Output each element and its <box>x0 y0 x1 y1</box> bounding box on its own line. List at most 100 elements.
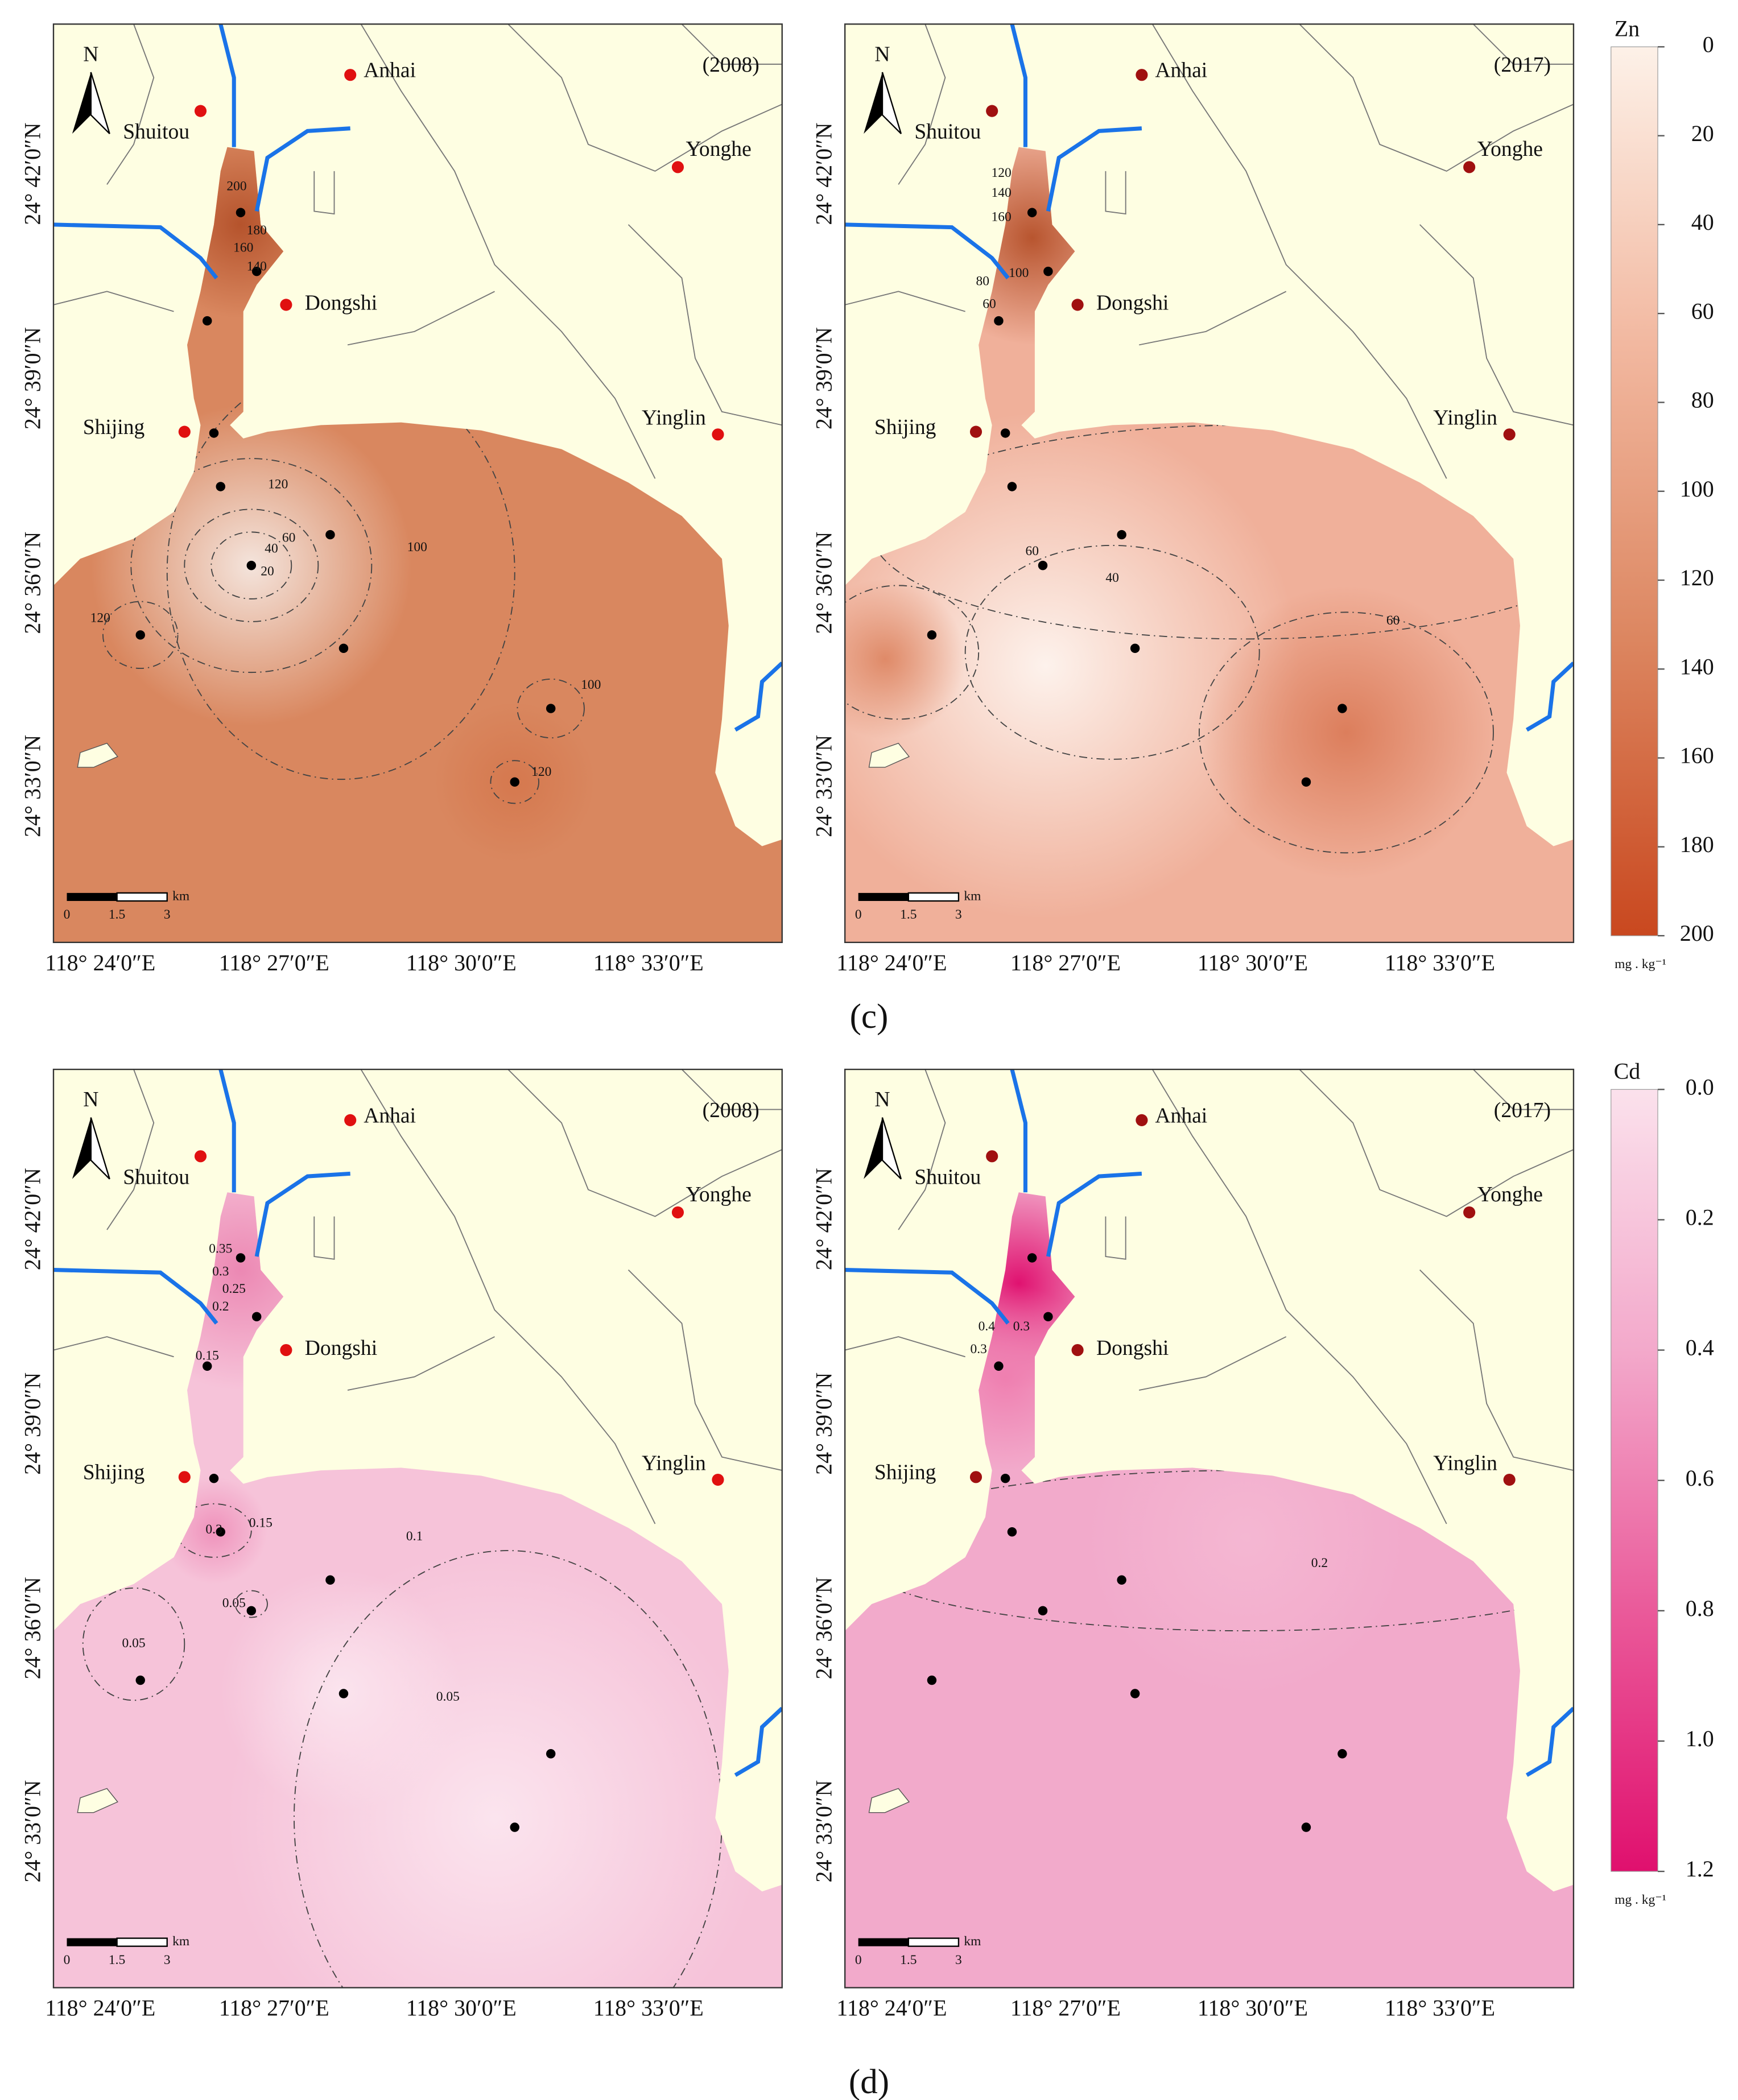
scale-label: 0 <box>855 1953 862 1967</box>
contour-label: 100 <box>1009 266 1029 280</box>
contour-label: 120 <box>90 611 110 626</box>
map: 0.35 0.3 0.25 0.2 0.15 0.3 0.15 0.1 0.05 0.05 0.05… <box>52 1068 783 1989</box>
sample-point <box>246 560 257 571</box>
contour-label: 120 <box>531 764 551 779</box>
boundary <box>507 1069 782 1217</box>
colorbar-tick-label: 0.4 <box>1686 1335 1714 1361</box>
town-marker <box>280 1344 292 1357</box>
sample-point <box>1337 704 1347 713</box>
scale-label: 3 <box>164 1953 171 1967</box>
river <box>218 1069 236 1193</box>
lat-label: 24° 33′0″N <box>19 735 45 837</box>
lat-label: 24° 39′0″N <box>19 327 45 429</box>
lat-label: 24° 42′0″N <box>811 1168 836 1270</box>
boundary <box>845 1336 965 1358</box>
boundary <box>628 224 782 426</box>
boundary <box>1299 24 1574 172</box>
boundary <box>53 291 174 312</box>
colorbar-tick-label: 0 <box>1703 31 1714 57</box>
lat-label: 24° 42′0″N <box>811 123 836 225</box>
boundary <box>1105 171 1126 215</box>
lon-label: 118° 27′0″E <box>1010 950 1121 975</box>
lon-label: 118° 27′0″E <box>219 950 329 975</box>
lon-label: 118° 30′0″E <box>1198 950 1308 975</box>
lat-label: 24° 36′0″N <box>19 532 45 634</box>
river <box>845 222 1010 280</box>
place-name: Anhai <box>364 1104 416 1127</box>
boundary <box>507 24 782 172</box>
scale-label: 1.5 <box>109 1953 125 1967</box>
contour-label: 60 <box>982 296 996 311</box>
contour-label: 80 <box>976 274 990 288</box>
scale-label: 0 <box>855 907 862 922</box>
scale-bar <box>67 892 117 901</box>
town-marker <box>280 299 292 311</box>
sample-point <box>209 428 219 438</box>
river <box>1010 1069 1027 1193</box>
town-marker <box>1136 1114 1148 1126</box>
colorbar <box>1611 46 1658 936</box>
colorbar <box>1611 1089 1658 1872</box>
map: 120 140 160 80 100 60 60 40 60 Anhai Shuitou Yonghe… <box>844 23 1575 943</box>
map-frame <box>52 23 783 943</box>
town-marker <box>1503 1473 1516 1486</box>
boundary <box>898 1069 946 1230</box>
contour-label: 180 <box>247 223 267 238</box>
river <box>53 222 218 280</box>
lon-label: 118° 24′0″E <box>836 950 947 975</box>
place-name: Yinglin <box>642 407 706 430</box>
town-marker <box>712 1473 724 1486</box>
scale-unit: km <box>172 888 189 903</box>
scale-bar <box>858 1938 909 1946</box>
sample-point <box>510 777 519 787</box>
sample-point <box>236 1253 246 1263</box>
scale-bar <box>907 1937 960 1947</box>
town-marker <box>1463 161 1476 173</box>
panel-label: (d) <box>849 2063 889 2100</box>
sample-point <box>1130 1689 1140 1698</box>
hotspot <box>1199 585 1493 880</box>
sample-point <box>325 1575 335 1585</box>
panel-label: (c) <box>850 998 889 1036</box>
contour-label: 160 <box>992 210 1012 225</box>
sample-point <box>994 1361 1004 1371</box>
year-label: (2008) <box>703 53 759 77</box>
river <box>1046 1171 1142 1257</box>
lat-label: 24° 39′0″N <box>811 327 836 429</box>
contour-label: 0.1 <box>406 1529 423 1544</box>
contour-label: 40 <box>265 541 278 556</box>
contour-label: 0.15 <box>196 1349 219 1363</box>
north-label: N <box>874 43 890 66</box>
contour-label: 60 <box>282 531 295 545</box>
scale-label: 3 <box>955 907 962 922</box>
place-name: Yinglin <box>1433 1452 1497 1475</box>
contour-line <box>130 458 373 673</box>
north-arrow <box>881 1117 902 1180</box>
lon-label: 118° 24′0″E <box>836 1995 947 2021</box>
lon-label: 118° 33′0″E <box>1385 950 1495 975</box>
place-name: Yonghe <box>1477 1183 1543 1206</box>
boundary <box>360 1069 656 1524</box>
contour-label: 0.25 <box>222 1282 246 1296</box>
town-marker <box>986 105 998 117</box>
sample-point <box>1301 1822 1311 1832</box>
boundary <box>1151 1069 1447 1524</box>
town-marker <box>344 69 357 81</box>
contour-label: 120 <box>268 477 288 492</box>
north-label: N <box>83 1088 98 1111</box>
contour-label: 0.4 <box>979 1319 996 1334</box>
river <box>254 1171 350 1257</box>
place-name: Dongshi <box>1096 1337 1169 1360</box>
town-marker <box>969 425 982 438</box>
boundary <box>1473 1069 1574 1110</box>
contour-line <box>82 1587 185 1701</box>
scale-label: 1.5 <box>109 907 125 922</box>
place-name: Shijing <box>874 1461 936 1485</box>
river <box>53 1268 218 1325</box>
river <box>845 1268 1010 1325</box>
north-arrow <box>864 72 882 134</box>
colorbar-tick-label: 120 <box>1680 565 1714 590</box>
lat-label: 24° 36′0″N <box>811 1577 836 1679</box>
boundary <box>347 291 495 346</box>
